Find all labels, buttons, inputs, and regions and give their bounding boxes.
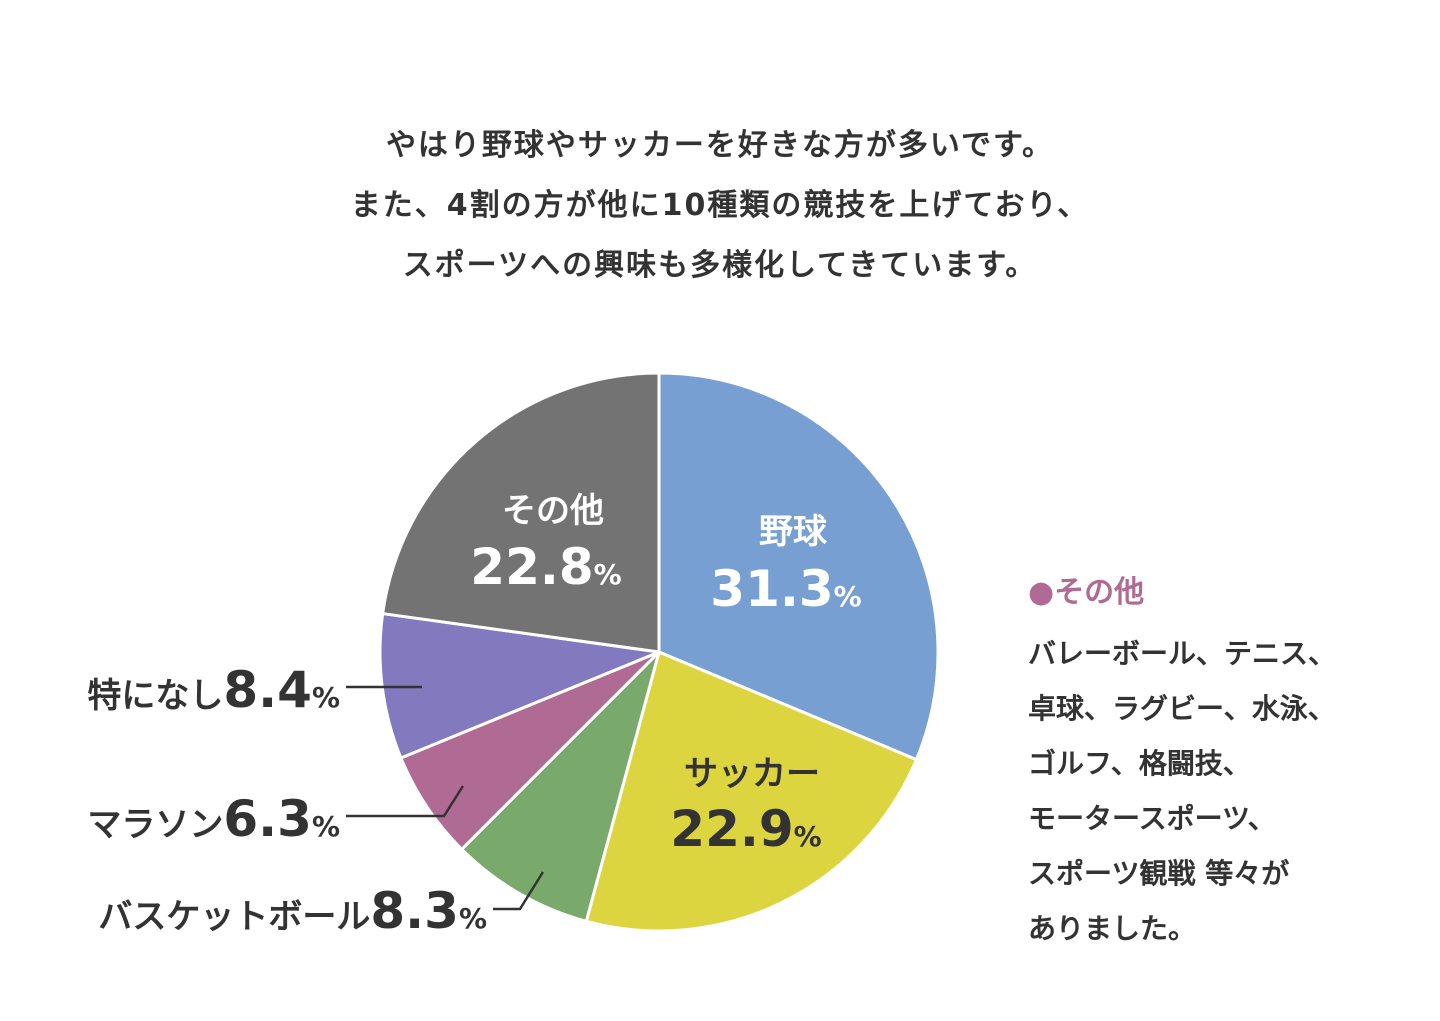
intro-text: やはり野球やサッカーを好きな方が多いです。 また、4割の方が他に10種類の競技を… xyxy=(0,116,1440,296)
slice-value-sonota: 22.8% xyxy=(470,538,621,596)
value-number: 22.9 xyxy=(670,800,793,858)
leader-line-basketball xyxy=(493,871,545,911)
note-title: ●その他 xyxy=(1028,570,1428,616)
slice-label-soccer: サッカー xyxy=(684,754,820,794)
other-sports-note: ●その他 バレーボール、テニス、 卓球、ラグビー、水泳、 ゴルフ、格闘技、 モー… xyxy=(1028,570,1428,956)
outside-label-tokuni-nashi: 特になし8.4% xyxy=(87,661,340,719)
value-number: 8.3 xyxy=(370,882,459,940)
note-body: バレーボール、テニス、 卓球、ラグビー、水泳、 ゴルフ、格闘技、 モータースポー… xyxy=(1028,626,1428,956)
slice-value-soccer: 22.9% xyxy=(670,800,821,858)
value-number: 22.8 xyxy=(470,538,593,596)
note-line: バレーボール、テニス、 xyxy=(1028,637,1337,670)
intro-line: また、4割の方が他に10種類の競技を上げており、 xyxy=(350,188,1090,223)
value-unit: % xyxy=(794,820,822,853)
value-number: 6.3 xyxy=(223,790,312,848)
value-unit: % xyxy=(594,558,622,591)
value-number: 31.3 xyxy=(710,560,833,618)
outside-label-basketball: バスケットボール8.3% xyxy=(98,882,487,940)
label-text: マラソン xyxy=(87,805,223,845)
value-unit: % xyxy=(312,810,340,843)
slice-soccer xyxy=(584,650,918,933)
outside-label-marathon: マラソン6.3% xyxy=(87,790,340,848)
note-title-text: その他 xyxy=(1054,575,1145,610)
value-unit: % xyxy=(459,902,487,935)
note-line: モータースポーツ、 xyxy=(1028,802,1276,835)
value-unit: % xyxy=(834,580,862,613)
intro-line: スポーツへの興味も多様化してきています。 xyxy=(402,248,1038,283)
leader-line-marathon xyxy=(346,785,465,818)
label-text: バスケットボール xyxy=(98,897,370,937)
note-line: ゴルフ、格闘技、 xyxy=(1028,747,1251,780)
note-line: ありました。 xyxy=(1028,912,1197,945)
slice-value-yakyu: 31.3% xyxy=(710,560,861,618)
slice-label-yakyu: 野球 xyxy=(759,512,828,552)
bullet-icon: ● xyxy=(1028,575,1055,610)
slice-yakyu xyxy=(657,371,940,762)
slice-label-sonota: その他 xyxy=(502,491,604,531)
note-line: 卓球、ラグビー、水泳、 xyxy=(1028,692,1336,725)
slice-sonota xyxy=(381,371,661,654)
intro-line: やはり野球やサッカーを好きな方が多いです。 xyxy=(385,128,1055,163)
value-unit: % xyxy=(312,681,340,714)
label-text: 特になし xyxy=(87,676,223,716)
value-number: 8.4 xyxy=(223,661,312,719)
note-line: スポーツ観戦 等々が xyxy=(1028,857,1290,890)
slice-basketball xyxy=(460,650,661,923)
